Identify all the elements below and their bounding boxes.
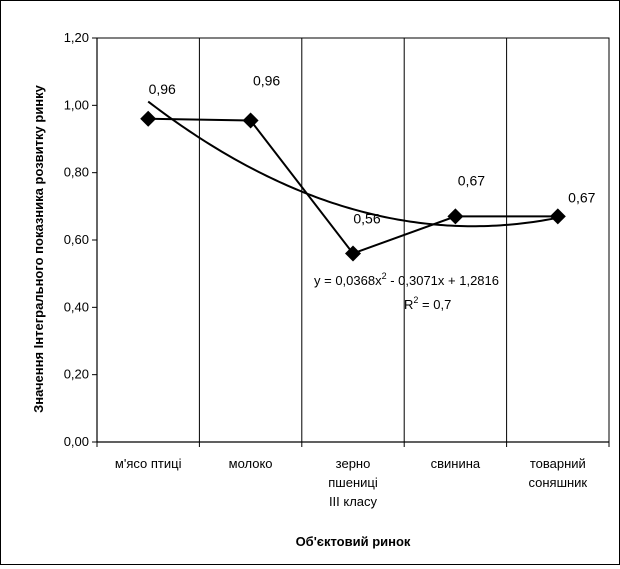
trendline-equation: y = 0,0368x2 - 0,3071x + 1,2816	[314, 271, 499, 288]
x-tick-label: свинина	[431, 456, 481, 471]
data-series	[140, 110, 566, 262]
trendline-curve	[147, 100, 558, 228]
data-point-marker	[242, 112, 259, 129]
series-line	[148, 117, 558, 255]
data-label: 0,96	[149, 81, 176, 97]
data-label: 0,56	[353, 210, 380, 226]
x-tick-label: товарний соняшник	[528, 456, 587, 490]
x-tick-label-line: соняшник	[528, 475, 587, 490]
x-tick-label: молоко	[229, 456, 273, 471]
data-label: 0,67	[568, 189, 595, 205]
data-label: 0,67	[458, 172, 485, 188]
y-tick-label: 0,00	[64, 434, 89, 449]
data-labels: 0,96 0,96 0,56 0,67 0,67	[149, 72, 596, 226]
x-tick-label-line: зерно	[336, 456, 371, 471]
trendline-r-squared: R2 = 0,7	[404, 295, 451, 312]
data-point-marker	[549, 208, 566, 225]
y-tick-label: 1,20	[64, 30, 89, 45]
x-tick-label-line: свинина	[431, 456, 481, 471]
data-point-marker	[140, 110, 157, 127]
y-tick-labels: 0,00 0,20 0,40 0,60 0,80 1,00 1,20	[64, 30, 89, 449]
y-tick-label: 0,60	[64, 232, 89, 247]
x-tick-label-line: м'ясо птиці	[115, 456, 182, 471]
data-point-marker	[447, 208, 464, 225]
trendline-equation-exponent: 2	[382, 271, 387, 281]
x-tick-label-line: товарний	[530, 456, 586, 471]
y-tick-label: 0,20	[64, 367, 89, 382]
plot-area-border	[96, 37, 610, 443]
x-tick-label: м'ясо птиці	[115, 456, 182, 471]
trendline-equation-prefix: y = 0,0368x	[314, 273, 382, 288]
data-point-marker	[345, 245, 361, 262]
r-squared-exponent: 2	[413, 295, 418, 305]
trendline	[147, 100, 558, 228]
y-axis-title: Значення Інтегрального показника розвитк…	[31, 84, 46, 413]
axes	[92, 37, 610, 447]
grid-lines	[96, 37, 610, 443]
y-tick-label: 0,40	[64, 299, 89, 314]
y-tick-label: 1,00	[64, 97, 89, 112]
y-tick-label: 0,80	[64, 165, 89, 180]
r-squared-prefix: R	[404, 297, 413, 312]
x-tick-label: зерно пшениці ІІІ класу	[328, 456, 378, 509]
x-tick-labels: м'ясо птиці молоко зерно пшениці ІІІ класу св…	[115, 456, 588, 509]
trendline-equation-suffix: - 0,3071x + 1,2816	[387, 273, 499, 288]
x-tick-label-line: ІІІ класу	[329, 494, 378, 509]
data-label: 0,96	[253, 72, 280, 88]
r-squared-suffix: = 0,7	[418, 297, 451, 312]
x-tick-label-line: молоко	[229, 456, 273, 471]
x-axis-title: Об'єктовий ринок	[296, 534, 411, 549]
x-tick-label-line: пшениці	[328, 475, 378, 490]
